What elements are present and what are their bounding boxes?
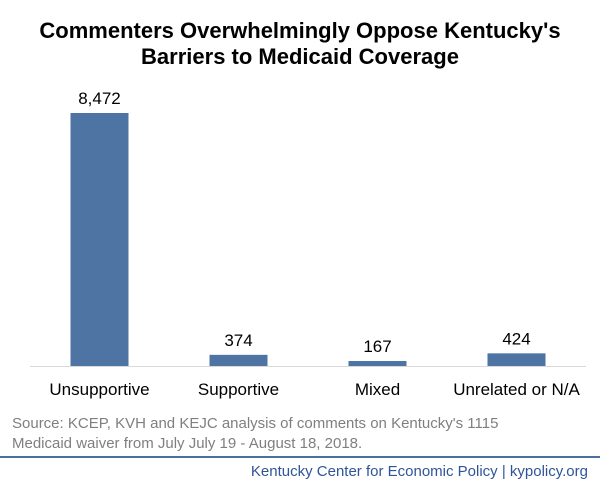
data-label: 8,472 bbox=[78, 89, 121, 108]
bar-chart: 8,472 374 167 424 Unsupportive Supportive Mix… bbox=[30, 89, 586, 399]
bar-group bbox=[70, 113, 546, 366]
bar-unrelated-or-n-a bbox=[487, 353, 546, 366]
source-note: Source: KCEP, KVH and KEJC analysis of c… bbox=[12, 414, 592, 454]
category-label: Unrelated or N/A bbox=[453, 380, 580, 399]
source-line-1: Source: KCEP, KVH and KEJC analysis of c… bbox=[12, 415, 499, 432]
chart-title: Commenters Overwhelmingly Oppose Kentuck… bbox=[0, 18, 600, 70]
category-label: Supportive bbox=[198, 380, 279, 399]
category-label: Mixed bbox=[355, 380, 400, 399]
category-label-group: Unsupportive Supportive Mixed Unrelated or … bbox=[49, 380, 580, 399]
source-line-2: Medicaid waiver from July July 19 - Augu… bbox=[12, 435, 363, 452]
bar-supportive bbox=[209, 354, 268, 366]
chart-title-line-1: Commenters Overwhelmingly Oppose Kentuck… bbox=[39, 18, 561, 43]
data-label-group: 8,472 374 167 424 bbox=[78, 89, 530, 356]
footer-credit: Kentucky Center for Economic Policy | ky… bbox=[250, 463, 588, 480]
bar-unsupportive bbox=[70, 113, 129, 366]
category-label: Unsupportive bbox=[49, 380, 149, 399]
footer-divider bbox=[0, 456, 600, 458]
data-label: 374 bbox=[224, 331, 252, 350]
chart-title-line-2: Barriers to Medicaid Coverage bbox=[141, 44, 459, 69]
data-label: 167 bbox=[363, 337, 391, 356]
bar-mixed bbox=[348, 361, 407, 366]
data-label: 424 bbox=[502, 329, 530, 348]
